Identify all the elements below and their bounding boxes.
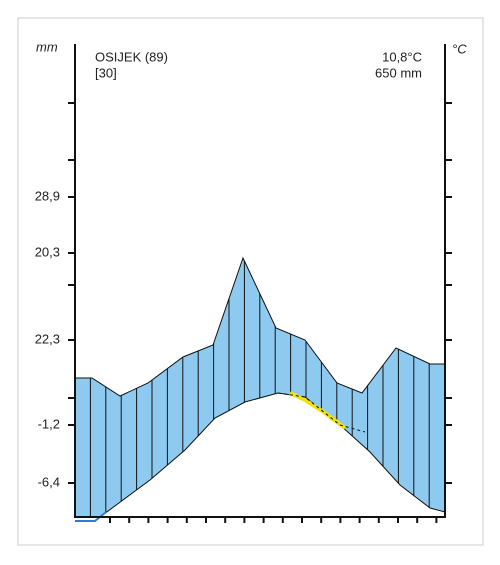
years: [30] (95, 65, 117, 80)
station: OSIJEK (89) (95, 49, 168, 64)
mean-temperature: 10,8°C (382, 49, 422, 64)
dry-segment (289, 391, 347, 430)
axes (74, 44, 446, 518)
frame (17, 17, 484, 546)
axis-label: -6,4 (38, 474, 60, 489)
axis-label: 28,9 (35, 188, 60, 203)
dry-line (277, 392, 366, 433)
left-unit: mm (36, 39, 58, 54)
axis-label: -1,2 (38, 416, 60, 431)
frost-line (75, 511, 107, 522)
axis-label: 22,3 (35, 331, 60, 346)
right-unit: °C (452, 41, 467, 56)
axis-label: 20,3 (35, 244, 60, 259)
ticks (68, 102, 452, 523)
annual-precipitation: 650 mm (375, 65, 422, 80)
